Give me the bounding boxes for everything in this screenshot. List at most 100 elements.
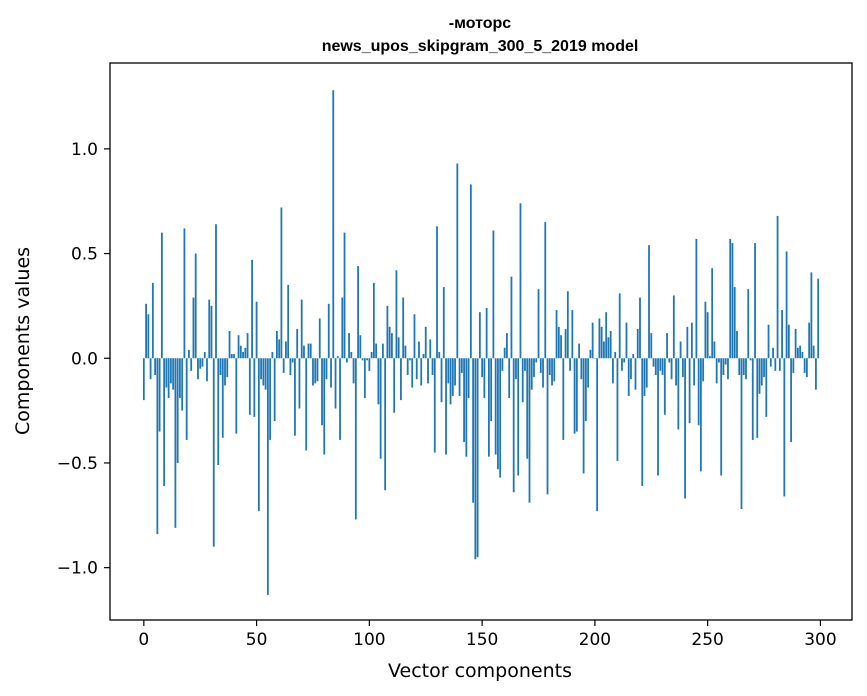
bar-255 <box>718 358 720 363</box>
bar-239 <box>681 358 684 378</box>
bar-220 <box>639 297 641 359</box>
bar-184 <box>557 326 560 359</box>
bar-45 <box>244 347 247 359</box>
bar-128 <box>431 358 434 375</box>
bar-287 <box>790 358 792 443</box>
bar-143 <box>465 358 468 457</box>
bar-267 <box>745 358 747 380</box>
bar-136 <box>449 358 452 405</box>
bar-62 <box>282 358 285 373</box>
bar-89 <box>343 232 346 359</box>
bar-72 <box>305 358 308 451</box>
bar-234 <box>670 358 673 380</box>
bar-222 <box>643 358 646 396</box>
bar-180 <box>548 358 551 375</box>
bar-211 <box>618 293 621 359</box>
bar-280 <box>774 358 777 371</box>
bar-102 <box>372 282 375 359</box>
bar-28 <box>206 358 208 382</box>
bar-115 <box>402 297 405 359</box>
bar-293 <box>803 358 806 373</box>
bar-223 <box>645 358 648 388</box>
bar-240 <box>684 358 686 499</box>
bar-269 <box>749 358 752 361</box>
bar-230 <box>661 358 664 375</box>
bar-81 <box>325 358 328 380</box>
bar-259 <box>727 358 729 380</box>
bar-107 <box>384 358 387 491</box>
bar-11 <box>167 358 170 399</box>
bar-215 <box>627 358 630 396</box>
bar-2 <box>147 314 150 359</box>
bar-253 <box>713 341 716 359</box>
bar-224 <box>648 245 650 359</box>
bar-204 <box>603 341 605 359</box>
bar-165 <box>515 358 517 380</box>
bar-246 <box>697 358 700 426</box>
bar-218 <box>634 358 637 390</box>
bar-233 <box>668 358 671 363</box>
bar-179 <box>546 358 549 495</box>
bar-164 <box>512 358 515 493</box>
bar-197 <box>587 358 590 388</box>
bar-80 <box>323 358 326 455</box>
bar-291 <box>799 345 802 359</box>
y-axis-ticks: −1.0 −0.5 0.0 0.5 1.0 <box>57 140 110 579</box>
bar-299 <box>817 278 820 359</box>
bar-124 <box>422 354 425 359</box>
bar-75 <box>312 358 314 386</box>
bar-100 <box>368 358 371 371</box>
bar-282 <box>778 358 781 371</box>
bar-111 <box>393 358 396 413</box>
bar-82 <box>327 303 330 359</box>
bar-141 <box>460 358 463 373</box>
bar-173 <box>533 358 535 378</box>
bar-283 <box>781 310 783 359</box>
bar-91 <box>348 333 350 359</box>
bar-274 <box>760 358 763 386</box>
bar-69 <box>298 358 301 409</box>
bar-161 <box>506 333 508 359</box>
x-axis-ticks: 0 50 100 150 200 250 300 <box>138 620 837 650</box>
bar-17 <box>181 358 184 411</box>
bar-20 <box>188 349 190 359</box>
bar-36 <box>224 358 226 386</box>
bar-70 <box>300 299 303 359</box>
bar-210 <box>616 358 619 461</box>
bar-216 <box>630 358 632 380</box>
bar-261 <box>731 243 734 359</box>
bar-156 <box>494 358 497 455</box>
bar-194 <box>580 358 583 380</box>
bar-152 <box>485 308 488 359</box>
bar-59 <box>275 331 278 359</box>
bar-126 <box>427 358 429 384</box>
bar-159 <box>501 358 504 371</box>
bar-84 <box>332 90 335 359</box>
bar-171 <box>528 358 531 503</box>
bar-90 <box>345 358 348 363</box>
bar-122 <box>418 341 420 359</box>
bar-7 <box>158 358 161 432</box>
bar-241 <box>686 326 689 359</box>
bar-284 <box>783 358 786 497</box>
x-tick-label: 100 <box>353 630 385 650</box>
bar-93 <box>352 358 355 384</box>
bar-40 <box>233 354 235 359</box>
bar-281 <box>776 215 779 359</box>
bar-43 <box>239 345 242 359</box>
bar-3 <box>149 358 152 380</box>
bar-242 <box>688 358 691 424</box>
bar-5 <box>154 358 156 375</box>
bar-199 <box>591 322 594 359</box>
bar-79 <box>321 358 323 426</box>
bar-188 <box>566 291 569 359</box>
bar-78 <box>318 318 321 359</box>
bar-65 <box>289 358 292 375</box>
bar-268 <box>747 289 750 359</box>
bar-142 <box>463 358 465 443</box>
bar-286 <box>787 324 790 359</box>
bar-277 <box>767 324 770 359</box>
bar-94 <box>354 358 357 520</box>
bar-245 <box>695 238 698 359</box>
